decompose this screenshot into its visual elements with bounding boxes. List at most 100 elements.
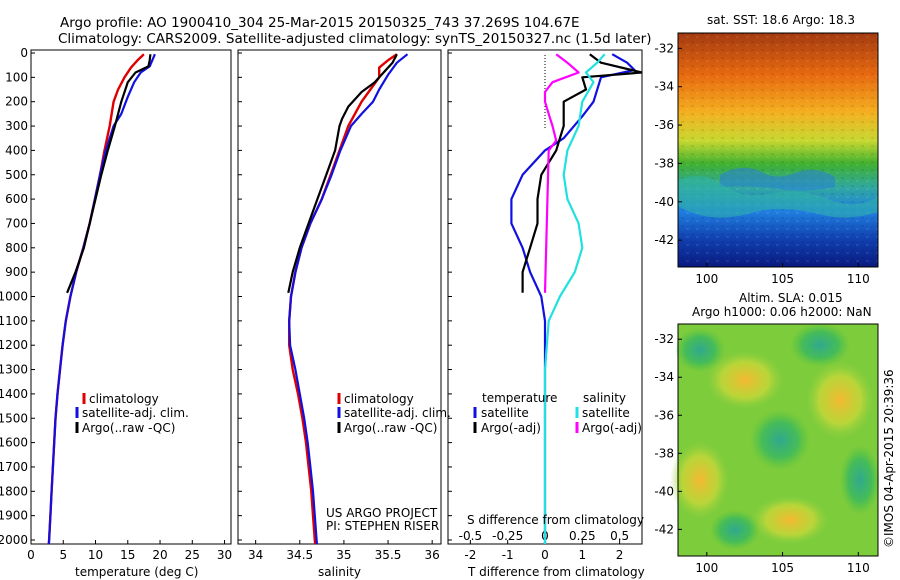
sst-map-axes: -32 -34 -36 -38 -40 -42 100 105 110 — [654, 41, 869, 286]
x-tick-label: 30 — [217, 548, 232, 562]
map-y-tick-label: -42 — [654, 522, 674, 536]
sst-map-frame — [677, 32, 879, 268]
map-y-tick-label: -32 — [654, 332, 674, 346]
sla-high-1 — [705, 350, 785, 410]
depth-tick-label: 1900 — [0, 509, 28, 523]
sla-high-4 — [750, 495, 830, 545]
map-x-tick-label: 100 — [695, 272, 718, 286]
salinity-legend: climatology satellite-adj. clim. Argo(..… — [337, 392, 451, 435]
project-annotation: US ARGO PROJECT — [326, 506, 438, 520]
depth-tick-label: 900 — [5, 265, 28, 279]
legend-label-argo: Argo(..raw -QC) — [82, 421, 175, 435]
x-tick-label: 20 — [152, 548, 167, 562]
top-tick-label: 0.5 — [610, 529, 629, 543]
x-tick-label: -2 — [464, 548, 476, 562]
sla-low-3 — [750, 410, 810, 470]
sst-texture — [678, 33, 878, 267]
x-tick-label: 15 — [120, 548, 135, 562]
depth-tick-label: 1100 — [0, 314, 28, 328]
depth-tick-label: 300 — [5, 119, 28, 133]
sla-high-2 — [805, 360, 875, 440]
sla-low-1 — [675, 328, 725, 372]
x-tick-label: 1 — [578, 548, 586, 562]
legend-header-salinity: salinity — [583, 391, 626, 405]
map-y-tick-label: -38 — [654, 156, 674, 170]
x-tick-label: 10 — [88, 548, 103, 562]
x-tick-label: 35 — [336, 548, 351, 562]
depth-axis: 0 100 200 300 400 500 600 700 800 900 1000 1100 1200… — [0, 46, 452, 547]
temperature-axis-label: temperature (deg C) — [75, 565, 198, 579]
header-line1: Argo profile: AO 1900410_304 25-Mar-2015… — [60, 15, 580, 31]
depth-tick-label: 1600 — [0, 436, 28, 450]
pi-annotation: PI: STEPHEN RISER — [326, 519, 439, 533]
salinity-difference-top-axis: -0.5 -0.25 0 0.25 0.5 — [459, 529, 629, 543]
map-y-tick-label: -34 — [654, 80, 674, 94]
top-tick-label: 0.25 — [569, 529, 596, 543]
depth-tick-label: 500 — [5, 168, 28, 182]
legend-label-climatology: climatology — [89, 392, 159, 406]
map-y-tick-label: -36 — [654, 118, 674, 132]
map-x-tick-label: 110 — [847, 561, 870, 575]
sst-warm-eddy — [720, 167, 835, 191]
map-y-tick-label: -40 — [654, 484, 674, 498]
top-tick-label: -0.5 — [459, 529, 482, 543]
depth-tick-label: 1300 — [0, 363, 28, 377]
depth-tick-label: 400 — [5, 143, 28, 157]
depth-tick-label: 200 — [5, 95, 28, 109]
difference-legend: temperature salinity satellite Argo(-adj… — [473, 391, 642, 435]
series-line-argo-raw-qc- — [287, 53, 398, 294]
series-line-satellite — [543, 53, 606, 544]
series-line-satellite-adj-clim- — [288, 53, 409, 544]
salinity-x-axis: 34 34.5 35 35.5 36 — [248, 540, 440, 562]
x-tick-label: 35.5 — [375, 548, 402, 562]
temperature-legend: climatology satellite-adj. clim. Argo(..… — [75, 392, 189, 435]
depth-tick-label: 100 — [5, 70, 28, 84]
series-line-satellite-adj-clim- — [47, 53, 156, 544]
map-y-tick-label: -32 — [654, 41, 674, 55]
difference-profile-lines — [510, 53, 642, 544]
x-tick-label: 0 — [27, 548, 35, 562]
map-x-tick-label: 100 — [695, 561, 718, 575]
x-tick-label: -1 — [502, 548, 514, 562]
depth-tick-label: 1800 — [0, 484, 28, 498]
salinity-axis-label: salinity — [318, 565, 361, 579]
legend-label-temperature-argo: Argo(-adj) — [481, 421, 541, 435]
top-tick-label: -0.25 — [492, 529, 523, 543]
temperature-x-axis: 0 5 10 15 20 25 30 — [27, 540, 232, 562]
depth-tick-label: 700 — [5, 216, 28, 230]
map-y-tick-label: -34 — [654, 370, 674, 384]
x-tick-label: 0 — [541, 548, 549, 562]
map-y-tick-label: -42 — [654, 233, 674, 247]
x-tick-label: 36 — [425, 548, 440, 562]
temperature-difference-x-axis: -2 -1 0 1 2 — [464, 540, 623, 562]
sla-high-3 — [670, 440, 730, 520]
depth-tick-label: 0 — [20, 46, 28, 60]
depth-tick-label: 1000 — [0, 290, 28, 304]
depth-tick-label: 2000 — [0, 533, 28, 547]
series-line-argo-adj- — [543, 53, 580, 293]
x-tick-label: 5 — [59, 548, 67, 562]
series-line-climatology — [47, 53, 145, 544]
sst-cold-tongue — [678, 176, 878, 218]
sla-map-frame — [677, 323, 879, 557]
legend-label-satellite: satellite-adj. clim. — [82, 406, 189, 420]
map-x-tick-label: 105 — [771, 561, 794, 575]
x-tick-label: 2 — [616, 548, 624, 562]
sst-map — [677, 32, 879, 268]
map-y-tick-label: -36 — [654, 408, 674, 422]
depth-tick-label: 800 — [5, 241, 28, 255]
sla-low-2 — [790, 323, 850, 367]
depth-tick-label: 1400 — [0, 387, 28, 401]
imos-credit: ©IMOS 04-Apr-2015 20:39:36 — [882, 369, 896, 548]
sla-map-subtitle: Argo h1000: 0.06 h2000: NaN — [692, 305, 872, 319]
map-x-tick-label: 105 — [771, 272, 794, 286]
legend-label-satellite: satellite-adj. clim. — [344, 406, 451, 420]
sla-map — [670, 323, 880, 557]
legend-label-climatology: climatology — [344, 392, 414, 406]
legend-header-temperature: temperature — [482, 391, 557, 405]
series-line-climatology — [288, 53, 398, 544]
map-y-tick-label: -38 — [654, 446, 674, 460]
depth-tick-label: 1500 — [0, 411, 28, 425]
sla-map-title: Altim. SLA: 0.015 — [739, 291, 843, 305]
